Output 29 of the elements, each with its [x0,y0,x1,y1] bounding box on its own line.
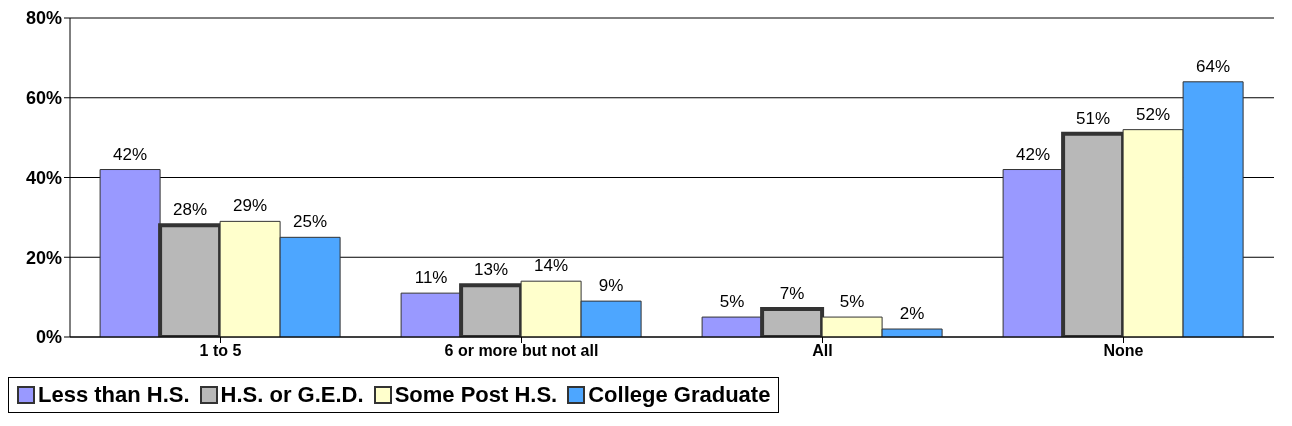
data-label: 5% [719,292,745,312]
data-label: 2% [899,304,925,324]
legend-label: College Graduate [587,382,771,408]
data-label: 9% [598,276,624,296]
data-label: 7% [779,284,805,304]
x-tick-label: All [812,342,833,360]
y-tick-label: 20% [25,247,62,268]
data-label: 51% [1076,108,1111,128]
legend-label: Some Post H.S. [393,382,558,408]
y-tick-label: 40% [25,167,62,188]
x-tick-label: 1 to 5 [199,342,242,360]
data-label: 13% [474,260,509,280]
x-tick-label: None [1103,342,1144,360]
data-label: 42% [113,144,148,164]
data-label: 5% [839,292,865,312]
x-tick-label: 6 or more but not all [444,342,599,360]
legend-label: Less than H.S. [37,382,190,408]
data-label: 11% [414,268,448,288]
y-tick-label: 80% [25,8,62,29]
data-label: 14% [534,256,569,276]
data-label: 52% [1136,104,1171,124]
data-label: 42% [1016,144,1051,164]
data-label: 25% [293,212,328,232]
data-label: 64% [1196,56,1231,76]
data-label: 28% [173,200,208,220]
data-label: 29% [233,196,268,216]
y-tick-label: 60% [25,88,62,109]
y-tick-label: 0% [35,327,62,348]
legend-label: H.S. or G.E.D. [219,382,364,408]
